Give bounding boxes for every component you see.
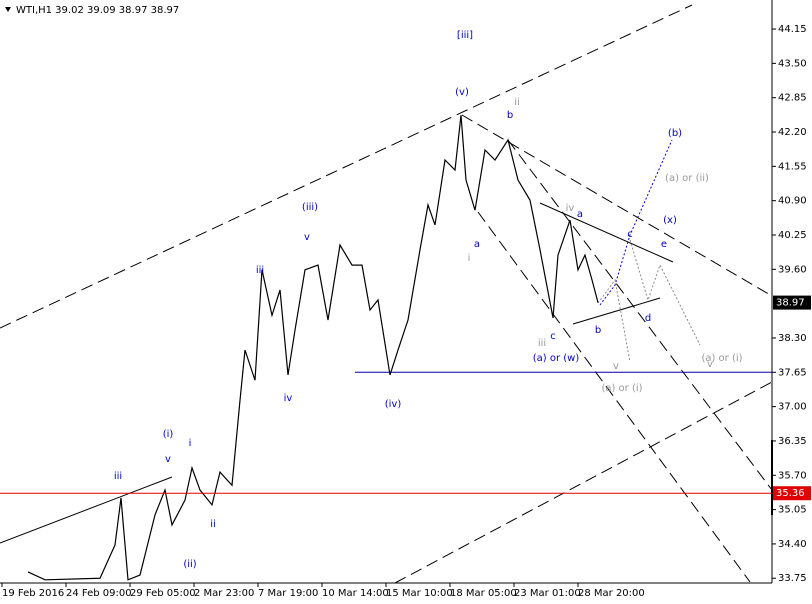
x-tick-label: 29 Feb 05:00 (130, 588, 196, 599)
y-tick-label: 35.05 (778, 505, 807, 516)
wave-label: v (613, 361, 619, 372)
price-label-box (773, 486, 811, 501)
wave-label: (a) or (w) (533, 353, 580, 364)
y-tick-label: 40.25 (778, 230, 807, 241)
wave-label: iv (284, 393, 293, 404)
wave-label: (iv) (385, 399, 402, 410)
wave-label: ii (514, 97, 520, 108)
x-tick-label: 7 Mar 19:00 (258, 588, 318, 599)
channel-line (507, 139, 773, 491)
y-tick-label: 42.20 (778, 127, 807, 138)
wave-label: a (577, 209, 583, 220)
y-tick-label: 42.85 (778, 93, 807, 104)
wave-label: ii (210, 519, 216, 530)
wave-label: i (468, 253, 471, 264)
y-tick-label: 38.30 (778, 333, 807, 344)
projection (599, 139, 673, 306)
wave-label: b (507, 110, 513, 121)
x-tick-label: 28 Mar 20:00 (578, 588, 645, 599)
wave-label: iii (114, 471, 122, 482)
x-tick-label: 2 Mar 23:00 (194, 588, 254, 599)
y-tick-label: 37.00 (778, 402, 807, 413)
wave-label: iv (566, 203, 575, 214)
wave-label: iii (538, 338, 546, 349)
wave-label: (i) (163, 429, 174, 440)
channel-line (0, 4, 693, 329)
projection (597, 278, 631, 363)
menu-arrow[interactable] (5, 7, 11, 12)
y-tick-label: 35.70 (778, 470, 807, 481)
x-tick-label: 10 Mar 14:00 (322, 588, 389, 599)
y-tick-label: 44.15 (778, 24, 807, 35)
x-tick-label: 19 Feb 2016 (2, 588, 64, 599)
wave-label: v (707, 359, 713, 370)
wave-label: a (474, 239, 480, 250)
wave-label: iii (256, 265, 264, 276)
wave-label: i (189, 438, 192, 449)
price-label: 35.36 (776, 488, 805, 499)
y-tick-label: 43.50 (778, 58, 807, 69)
price-label-box (773, 295, 811, 310)
y-tick-label: 41.55 (778, 161, 807, 172)
wave-label: d (645, 313, 651, 324)
wave-label: [iii] (457, 30, 473, 41)
y-tick-label: 37.65 (778, 367, 807, 378)
trend-line (539, 202, 674, 263)
wave-label: (iii) (302, 202, 318, 213)
y-tick-label: 40.90 (778, 196, 807, 207)
wave-label: b (595, 325, 601, 336)
wave-label: c (550, 331, 556, 342)
x-tick-label: 23 Mar 01:00 (514, 588, 581, 599)
wave-label: (v) (455, 87, 469, 98)
wave-label: (b) (668, 128, 682, 139)
wave-label: v (304, 232, 310, 243)
channel-line (461, 114, 773, 297)
channel-line (477, 211, 751, 583)
x-tick-label: 18 Mar 05:00 (450, 588, 517, 599)
y-tick-label: 34.40 (778, 539, 807, 550)
chart-header: WTI,H1 39.02 39.09 38.97 38.97 (16, 5, 179, 16)
wave-label: v (165, 454, 171, 465)
wave-label: (x) (663, 215, 677, 226)
y-tick-label: 33.75 (778, 573, 807, 584)
price-label: 38.97 (776, 298, 805, 309)
projection (629, 239, 701, 346)
x-tick-label: 24 Feb 09:00 (66, 588, 132, 599)
wave-label: (a) or (i) (701, 353, 742, 364)
x-tick-label: 15 Mar 10:00 (386, 588, 453, 599)
y-tick-label: 36.35 (778, 436, 807, 447)
wave-label: (a) or (ii) (665, 173, 709, 184)
trend-line (0, 476, 173, 544)
trend-line (572, 297, 661, 325)
wave-label: c (627, 229, 633, 240)
wave-label: e (661, 239, 667, 250)
price-line (27, 115, 599, 581)
y-tick-label: 39.60 (778, 264, 807, 275)
wave-label: (a) or (i) (601, 383, 642, 394)
wave-label: (ii) (183, 559, 196, 570)
